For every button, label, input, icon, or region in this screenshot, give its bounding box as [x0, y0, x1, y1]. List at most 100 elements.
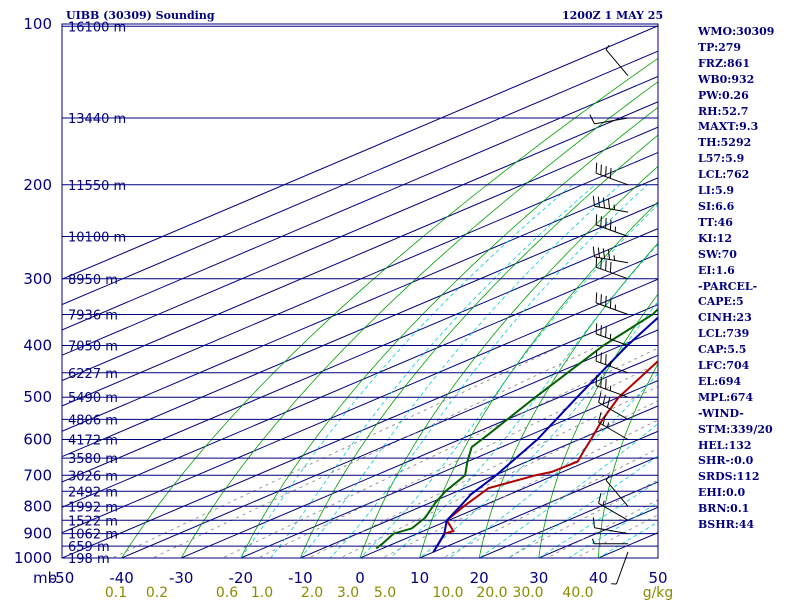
- isotherm: [62, 25, 658, 280]
- stat-line: STM:339/20: [698, 422, 773, 436]
- height-label: 10100 m: [68, 231, 126, 246]
- moist-adiabat: [389, 243, 658, 558]
- wind-barb: [592, 195, 629, 213]
- isotherm: [62, 177, 658, 432]
- moist-adiabat: [478, 422, 658, 558]
- stat-line: CAP:5.5: [698, 343, 747, 357]
- stat-line: -WIND-: [698, 406, 744, 420]
- mixing-ratio-line: [221, 347, 658, 558]
- stat-line: WB0:932: [698, 72, 755, 86]
- temperature-tick-label: 0: [355, 569, 365, 587]
- stat-line: TP:279: [698, 40, 742, 54]
- mixing-ratio-line: [256, 363, 658, 558]
- stat-line: MPL:674: [698, 390, 754, 404]
- wind-barb: [595, 214, 629, 237]
- wind-barb: [595, 292, 629, 315]
- pressure-tick-label: 200: [23, 176, 52, 194]
- wind-barb: [595, 350, 629, 374]
- dry-adiabat: [121, 57, 658, 558]
- height-label: 1522 m: [68, 514, 118, 529]
- wind-barb: [595, 162, 629, 186]
- height-label: 8950 m: [68, 273, 118, 288]
- pressure-tick-label: 900: [23, 525, 52, 543]
- height-label: 5490 m: [68, 391, 118, 406]
- temperature-tick-label: 40: [589, 569, 608, 587]
- stat-line: WMO:30309: [698, 25, 775, 38]
- sounding-traces: [375, 307, 658, 553]
- pressure-tick-label: 700: [23, 466, 52, 484]
- isotherm: [62, 227, 658, 483]
- moist-adiabat: [329, 184, 648, 558]
- stat-line: TH:5292: [698, 136, 752, 150]
- wind-barb: [592, 246, 629, 264]
- height-label: 7936 m: [68, 309, 118, 324]
- mixing-ratio-line: [339, 400, 658, 558]
- mixing-ratio-line: [381, 419, 658, 558]
- mixing-ratio-label: 40.0: [562, 585, 593, 600]
- isotherm: [120, 329, 658, 558]
- pressure-tick-label: 1000: [14, 549, 52, 567]
- dry-adiabat: [240, 106, 658, 558]
- height-label: 4172 m: [68, 434, 118, 449]
- mixing-ratio-label: 5.0: [374, 585, 396, 600]
- height-label: 1992 m: [68, 500, 118, 515]
- stat-line: MAXT:9.3: [698, 120, 759, 134]
- pressure-tick-label: 100: [23, 15, 52, 33]
- height-label: 659 m: [68, 540, 110, 555]
- mixing-ratio-label: 10.0: [432, 585, 463, 600]
- mixing-ratio-label: 1.0: [251, 585, 273, 600]
- stat-line: LI:5.9: [698, 184, 735, 198]
- stat-line: LCL:739: [698, 327, 750, 341]
- temperature-tick-label: 50: [648, 569, 667, 587]
- stat-line: CAPE:5: [698, 295, 744, 309]
- mixing-ratio-label: 0.2: [146, 585, 168, 600]
- wind-barb: [592, 517, 629, 535]
- isotherm: [239, 380, 658, 558]
- height-label: 4806 m: [68, 413, 118, 428]
- height-label: 7050 m: [68, 340, 118, 355]
- stat-line: LFC:704: [698, 359, 750, 373]
- mixing-ratio-line: [111, 345, 563, 558]
- temperature-tick-label: 10: [410, 569, 429, 587]
- mixing-ratio-label: g/kg: [643, 585, 674, 600]
- stat-line: SI:6.6: [698, 199, 735, 213]
- wind-barb: [598, 392, 629, 420]
- stat-line: EI:1.6: [698, 263, 735, 277]
- stat-line: TT:46: [698, 215, 733, 229]
- mixing-ratio-label: 30.0: [512, 585, 543, 600]
- dry-adiabat: [478, 242, 658, 558]
- mixing-ratio-line: [307, 385, 658, 558]
- wind-barb: [595, 375, 629, 398]
- wind-barb: [598, 492, 629, 521]
- temperature-tick-label: -40: [109, 569, 134, 587]
- moist-adiabat: [418, 300, 658, 558]
- mixing-ratio-line: [441, 448, 658, 558]
- trace-dewpoint: [375, 307, 658, 550]
- isobars: [61, 23, 659, 559]
- wind-barb: [595, 256, 629, 280]
- isotherm: [62, 75, 658, 331]
- isotherm: [62, 50, 658, 306]
- stat-line: CINH:23: [698, 311, 752, 325]
- pressure-tick-label: 800: [23, 497, 52, 515]
- moist-adiabat: [240, 184, 573, 558]
- moist-adiabat: [359, 204, 658, 558]
- wind-barb: [605, 45, 629, 77]
- moist-adiabat: [448, 372, 658, 558]
- pressure-tick-label: 600: [23, 431, 52, 449]
- temperature-tick-label: -20: [229, 569, 254, 587]
- stat-line: L57:5.9: [698, 152, 745, 166]
- wind-barbs: [589, 45, 629, 585]
- isotherm: [62, 304, 658, 558]
- mixing-ratio-label: 3.0: [337, 585, 359, 600]
- plot-frame: [61, 23, 659, 559]
- wind-barb: [595, 323, 629, 346]
- pressure-tick-label: 400: [23, 337, 52, 355]
- stat-line: SRDS:112: [698, 470, 760, 484]
- mixing-ratio-label: 0.1: [105, 585, 127, 600]
- height-label: 3580 m: [68, 452, 118, 467]
- dry-adiabat: [359, 165, 658, 558]
- isotherm: [62, 202, 658, 458]
- height-label: 11550 m: [68, 179, 126, 194]
